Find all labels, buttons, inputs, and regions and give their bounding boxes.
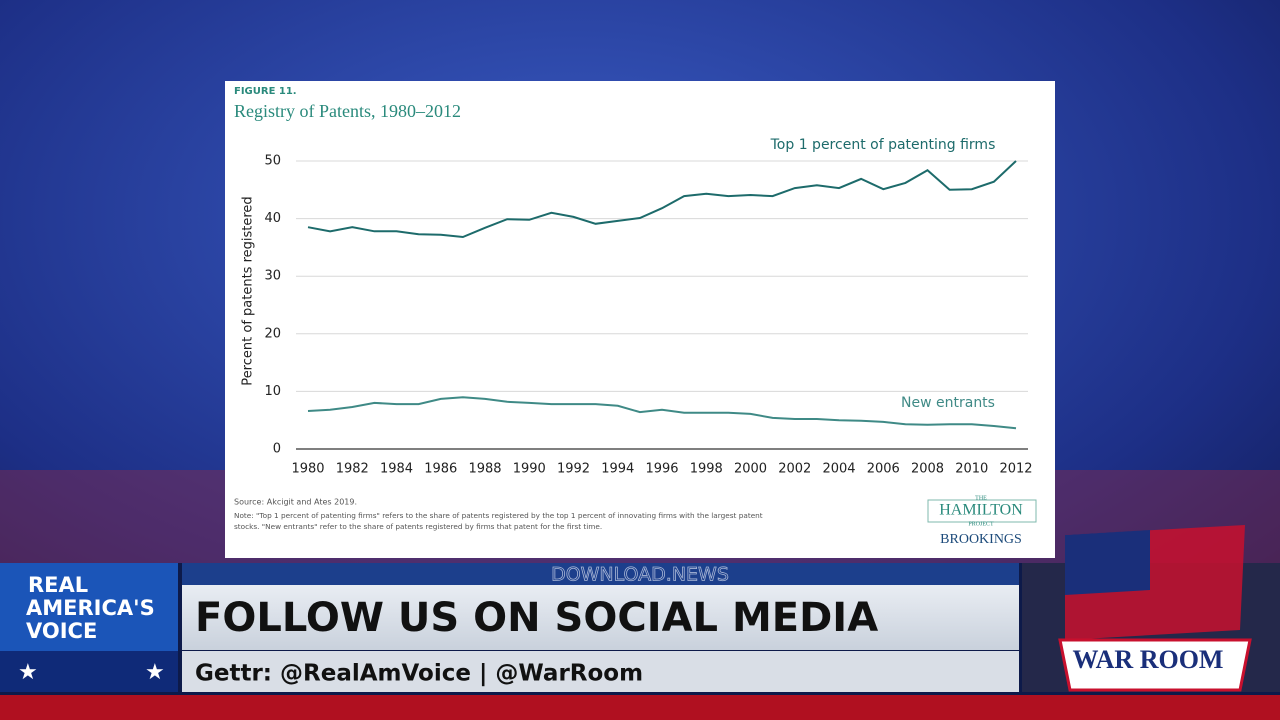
x-tick-label: 1990 (513, 462, 546, 477)
x-tick-label: 2008 (911, 462, 944, 477)
logo-text: PROJECT (968, 521, 994, 527)
y-tick-label: 20 (264, 326, 281, 341)
logo-frame (927, 499, 1037, 523)
logo-text: THE (975, 495, 987, 501)
star: ★ (18, 660, 38, 685)
network-name: REAL (28, 573, 88, 597)
series-label: New entrants (901, 395, 995, 411)
x-tick-label: 1980 (291, 462, 324, 477)
note: Note: "Top 1 percent of patenting firms"… (234, 511, 763, 520)
x-tick-label: 2006 (867, 462, 900, 477)
series-label: Top 1 percent of patenting firms (770, 137, 996, 153)
figure-label: FIGURE 11. (234, 86, 297, 97)
note: stocks. "New entrants" refer to the shar… (234, 522, 602, 531)
y-tick-label: 10 (264, 384, 281, 399)
watermark: DOWNLOAD.NEWS (551, 564, 729, 586)
y-tick-label: 0 (273, 442, 281, 457)
x-tick-label: 1986 (424, 462, 457, 477)
show-name: WAR ROOM (1073, 645, 1224, 674)
show-plate (1058, 638, 1252, 692)
flag-canton (1065, 530, 1150, 595)
series-line (307, 396, 1017, 430)
logo-text: BROOKINGS (940, 532, 1022, 547)
x-tick-label: 2012 (999, 462, 1032, 477)
network-stars-box (0, 651, 178, 692)
y-tick-label: 40 (264, 211, 281, 226)
y-tick-label: 30 (264, 269, 281, 284)
x-tick-label: 1994 (601, 462, 634, 477)
x-tick-label: 2010 (955, 462, 988, 477)
x-tick-label: 1992 (557, 462, 590, 477)
chart-title: Registry of Patents, 1980–2012 (234, 101, 461, 121)
x-tick-label: 1998 (690, 462, 723, 477)
network-box (0, 563, 178, 651)
star: ★ (145, 660, 165, 685)
x-tick-label: 1984 (380, 462, 413, 477)
y-axis-label: Percent of patents registered (241, 196, 256, 385)
x-tick-label: 1982 (336, 462, 369, 477)
plot: 0 10 20 30 40 50 1980 1982 1984 1986 1988 1990 1992 1… (264, 137, 1032, 477)
x-tick-label: 2000 (734, 462, 767, 477)
headline: FOLLOW US ON SOCIAL MEDIA (195, 595, 878, 641)
subline-band (182, 651, 1019, 692)
x-tick-label: 2004 (822, 462, 855, 477)
logo-text: HAMILTON (939, 502, 1023, 519)
network-name: VOICE (26, 619, 97, 643)
x-tick-label: 1988 (468, 462, 501, 477)
y-tick-label: 50 (264, 154, 281, 169)
x-tick-label: 2002 (778, 462, 811, 477)
network-name: AMERICA'S (26, 596, 155, 620)
bottom-strip (0, 695, 1280, 720)
source: Source: Akcigit and Ates 2019. (234, 498, 357, 507)
watermark-strip (182, 563, 1019, 585)
x-tick-label: 1996 (645, 462, 678, 477)
series-line (307, 160, 1017, 239)
subline: Gettr: @RealAmVoice | @WarRoom (195, 661, 643, 687)
headline-band (182, 585, 1019, 650)
